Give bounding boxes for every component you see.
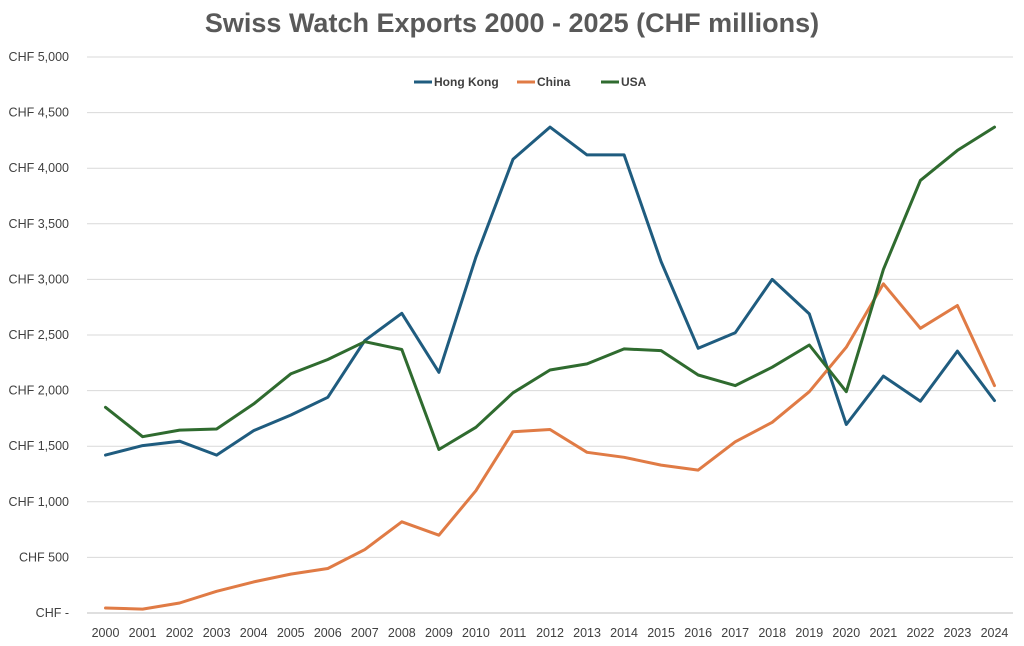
y-tick-label: CHF 2,500 bbox=[9, 328, 69, 342]
x-tick-label: 2012 bbox=[536, 626, 564, 640]
x-tick-label: 2024 bbox=[981, 626, 1009, 640]
x-tick-label: 2007 bbox=[351, 626, 379, 640]
x-tick-label: 2018 bbox=[758, 626, 786, 640]
legend-label-hong-kong: Hong Kong bbox=[434, 75, 499, 89]
y-tick-label: CHF 4,500 bbox=[9, 106, 69, 120]
x-tick-label: 2004 bbox=[240, 626, 268, 640]
y-axis-tick-labels: CHF - CHF 500 CHF 1,000 CHF 1,500 CHF 2,000 C… bbox=[9, 50, 69, 620]
x-tick-label: 2009 bbox=[425, 626, 453, 640]
x-tick-label: 2020 bbox=[832, 626, 860, 640]
y-tick-label: CHF - bbox=[36, 606, 69, 620]
x-tick-label: 2010 bbox=[462, 626, 490, 640]
series-line-hong-kong bbox=[104, 125, 996, 457]
y-tick-label: CHF 1,500 bbox=[9, 439, 69, 453]
x-tick-label: 2022 bbox=[906, 626, 934, 640]
series-lines bbox=[104, 125, 996, 611]
y-tick-label: CHF 2,000 bbox=[9, 384, 69, 398]
x-tick-label: 2014 bbox=[610, 626, 638, 640]
x-tick-label: 2011 bbox=[500, 626, 527, 640]
x-tick-label: 2013 bbox=[573, 626, 601, 640]
x-tick-label: 2008 bbox=[388, 626, 416, 640]
chart-title: Swiss Watch Exports 2000 - 2025 (CHF mil… bbox=[204, 8, 820, 38]
x-tick-label: 2017 bbox=[721, 626, 749, 640]
legend-label-usa: USA bbox=[621, 75, 647, 89]
gridlines bbox=[87, 56, 1013, 614]
x-tick-label: 2001 bbox=[129, 626, 157, 640]
x-tick-label: 2005 bbox=[277, 626, 305, 640]
series-line-china bbox=[104, 282, 996, 611]
y-tick-label: CHF 3,000 bbox=[9, 272, 69, 286]
x-tick-label: 2003 bbox=[203, 626, 231, 640]
x-tick-label: 2000 bbox=[92, 626, 120, 640]
legend: Hong Kong China USA bbox=[414, 75, 647, 89]
x-tick-label: 2006 bbox=[314, 626, 342, 640]
x-tick-label: 2002 bbox=[166, 626, 194, 640]
x-tick-label: 2019 bbox=[795, 626, 823, 640]
x-tick-label: 2015 bbox=[647, 626, 675, 640]
y-tick-label: CHF 1,000 bbox=[9, 495, 69, 509]
y-tick-label: CHF 3,500 bbox=[9, 217, 69, 231]
x-tick-label: 2021 bbox=[869, 626, 897, 640]
x-tick-label: 2023 bbox=[944, 626, 972, 640]
x-axis-tick-labels: 2000 2001 2002 2003 2004 2005 2006 2007 2008 2009… bbox=[92, 626, 1009, 640]
y-tick-label: CHF 4,000 bbox=[9, 161, 69, 175]
x-tick-label: 2016 bbox=[684, 626, 712, 640]
series-line-usa bbox=[104, 125, 996, 451]
y-tick-label: CHF 500 bbox=[19, 550, 69, 564]
legend-label-china: China bbox=[537, 75, 571, 89]
y-tick-label: CHF 5,000 bbox=[9, 50, 69, 64]
